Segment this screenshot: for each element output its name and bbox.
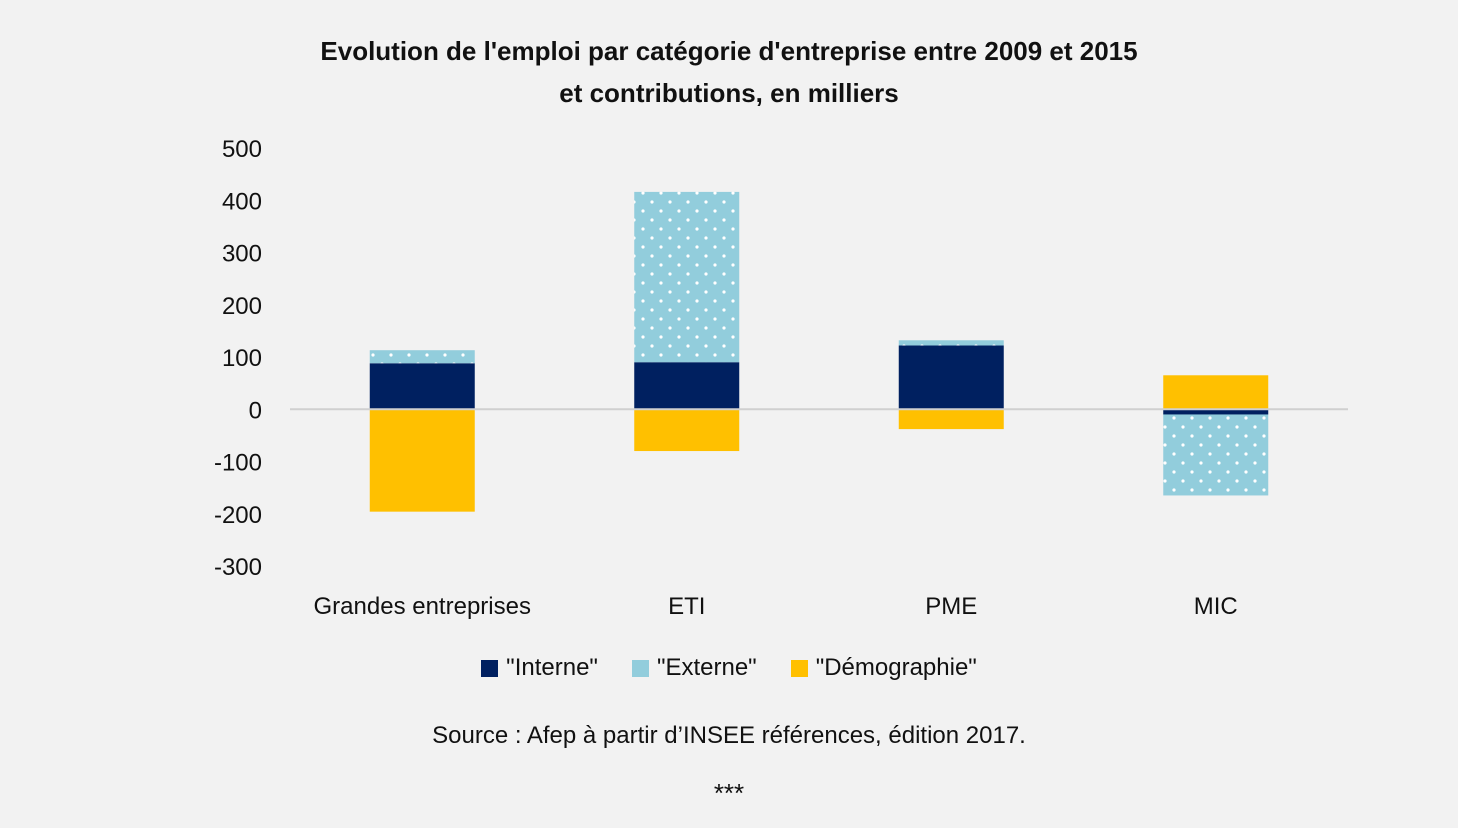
chart-title-line-2: et contributions, en milliers bbox=[559, 78, 899, 108]
bar-segment bbox=[1163, 414, 1269, 496]
chart-plot: 500 400 300 200 100 0 -100 -200 -300 Grandes ent… bbox=[214, 136, 1348, 620]
legend-item-externe: "Externe" bbox=[631, 654, 757, 682]
bar-segment bbox=[634, 362, 740, 410]
legend-swatch-demographie bbox=[790, 659, 808, 677]
chart-title-line-1: Evolution de l'emploi par catégorie d'en… bbox=[320, 36, 1138, 66]
legend-label-interne: "Interne" bbox=[506, 654, 598, 681]
bar-segment bbox=[634, 409, 740, 452]
bar-segment bbox=[1163, 409, 1269, 415]
y-tick-label: 300 bbox=[222, 241, 262, 268]
legend: "Interne" "Externe" "Démographie" bbox=[0, 654, 1458, 682]
footer-mark: *** bbox=[713, 778, 745, 808]
y-tick-label: -100 bbox=[214, 450, 262, 477]
legend-swatch-externe bbox=[631, 659, 649, 677]
bar-segment bbox=[898, 340, 1004, 346]
legend-label-externe: "Externe" bbox=[656, 654, 757, 681]
bar-segment bbox=[369, 350, 475, 364]
x-category-label: PME bbox=[925, 593, 977, 620]
source-note: Source : Afep à partir d’INSEE référence… bbox=[432, 722, 1026, 749]
bar-segment bbox=[898, 409, 1004, 430]
y-tick-label: 200 bbox=[222, 293, 262, 320]
y-axis: 500 400 300 200 100 0 -100 -200 -300 bbox=[214, 136, 262, 581]
y-tick-label: 400 bbox=[222, 188, 262, 215]
legend-item-interne: "Interne" bbox=[481, 654, 598, 682]
y-tick-label: 500 bbox=[222, 136, 262, 163]
y-tick-label: -300 bbox=[214, 554, 262, 581]
bars bbox=[369, 191, 1269, 512]
y-tick-label: -200 bbox=[214, 502, 262, 529]
legend-label-demographie: "Démographie" bbox=[815, 654, 977, 681]
legend-item-demographie: "Démographie" bbox=[790, 654, 977, 682]
x-category-label: ETI bbox=[668, 593, 705, 620]
bar-segment bbox=[634, 191, 740, 363]
x-axis: Grandes entreprises ETI PME MIC bbox=[314, 593, 1238, 620]
chart-title: Evolution de l'emploi par catégorie d'en… bbox=[0, 30, 1458, 114]
x-category-label: MIC bbox=[1194, 593, 1238, 620]
legend-swatch-interne bbox=[481, 659, 499, 677]
bar-segment bbox=[369, 363, 475, 410]
bar-segment bbox=[369, 409, 475, 512]
y-tick-label: 100 bbox=[222, 345, 262, 372]
x-category-label: Grandes entreprises bbox=[314, 593, 531, 620]
bar-segment bbox=[1163, 375, 1269, 410]
bar-segment bbox=[898, 345, 1004, 410]
y-tick-label: 0 bbox=[249, 397, 262, 424]
